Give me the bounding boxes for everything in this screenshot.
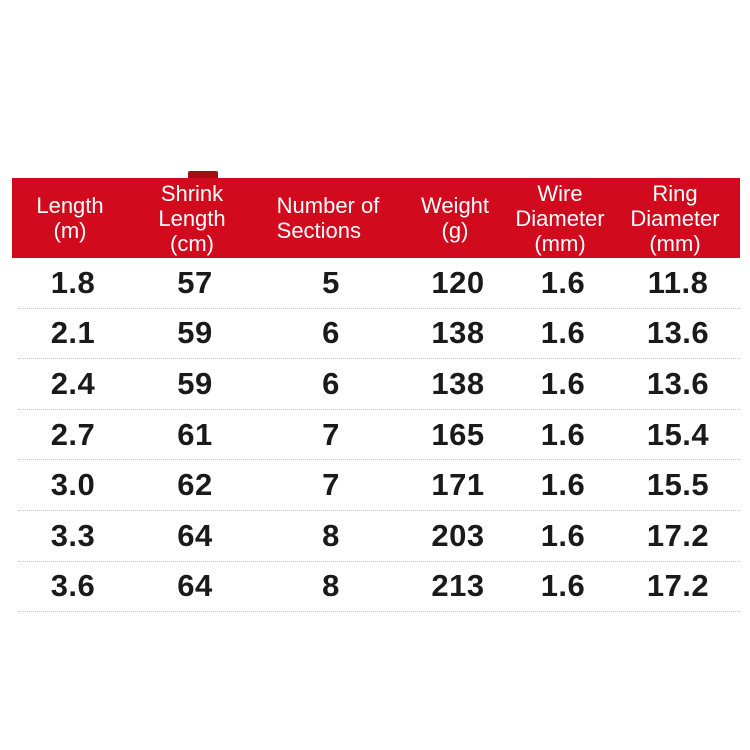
header-line: (mm) [649, 230, 701, 256]
table-cell-length-m: 2.1 [50, 315, 96, 351]
table-row: 2.1 59 6 138 1.6 13.6 [18, 309, 740, 360]
table-cell-ring-diameter-mm: 13.6 [646, 315, 710, 351]
column-header-text: Number of Sections [277, 193, 380, 243]
column-header-text: Length (m) [36, 193, 103, 243]
header-line: Weight [420, 193, 490, 218]
table-cell-length-m: 1.8 [50, 264, 96, 300]
table-cell-number-of-sections: 6 [322, 365, 340, 401]
table-row: 2.7 61 7 165 1.6 15.4 [18, 410, 740, 461]
table-row: 2.4 59 6 138 1.6 13.6 [18, 359, 740, 410]
column-header-number-of-sections: Number of Sections [256, 193, 400, 243]
table-row: 3.0 62 7 171 1.6 15.5 [18, 460, 740, 511]
table-cell-length-m: 2.4 [50, 365, 96, 401]
table-row: 3.3 64 8 203 1.6 17.2 [18, 511, 740, 562]
header-line: Wire [537, 180, 583, 206]
table-row: 3.6 64 8 213 1.6 17.2 [18, 562, 740, 613]
table-cell-shrink-length-cm: 64 [177, 568, 213, 604]
product-spec-table: Length (m) Shrink Length (cm) Number of Sectio… [12, 171, 740, 613]
column-header-length-m: Length (m) [12, 193, 128, 243]
column-header-wire-diameter-mm: Wire Diameter (mm) [510, 181, 610, 256]
table-cell-weight-g: 138 [431, 365, 485, 401]
table-cell-length-m: 3.3 [50, 517, 96, 553]
table-cell-shrink-length-cm: 57 [177, 264, 213, 300]
column-header-text: Ring Diameter (mm) [630, 181, 719, 256]
header-accent-tab [188, 171, 218, 181]
table-cell-ring-diameter-mm: 11.8 [647, 264, 709, 300]
table-cell-number-of-sections: 8 [322, 517, 340, 553]
header-line: Diameter [630, 205, 720, 231]
header-line: Sections [276, 218, 362, 243]
table-cell-number-of-sections: 8 [322, 568, 340, 604]
table-cell-shrink-length-cm: 59 [177, 365, 213, 401]
column-header-shrink-length-cm: Shrink Length (cm) [128, 181, 256, 256]
table-cell-weight-g: 120 [431, 264, 485, 300]
header-line: Number of [276, 193, 380, 218]
table-header-row: Length (m) Shrink Length (cm) Number of Sectio… [12, 178, 740, 258]
table-cell-number-of-sections: 5 [322, 264, 340, 300]
table-cell-number-of-sections: 6 [322, 315, 340, 351]
table-body: 1.8 57 5 120 1.6 11.8 2.1 59 6 138 1.6 13.6 2.4 59 6 13… [12, 258, 740, 613]
column-header-weight-g: Weight (g) [400, 193, 510, 243]
header-line: (mm) [534, 230, 586, 256]
column-header-ring-diameter-mm: Ring Diameter (mm) [610, 181, 740, 256]
table-cell-wire-diameter-mm: 1.6 [540, 467, 586, 503]
table-cell-weight-g: 213 [431, 568, 485, 604]
header-line: Length [36, 193, 104, 218]
header-line: Shrink [160, 180, 224, 206]
column-header-text: Wire Diameter (mm) [515, 181, 604, 256]
table-cell-ring-diameter-mm: 17.2 [646, 517, 710, 553]
table-cell-ring-diameter-mm: 15.4 [646, 416, 710, 452]
table-cell-wire-diameter-mm: 1.6 [540, 365, 586, 401]
table-cell-ring-diameter-mm: 15.5 [646, 467, 710, 503]
header-line: Ring [652, 180, 698, 206]
table-cell-weight-g: 165 [431, 416, 485, 452]
table-cell-wire-diameter-mm: 1.6 [540, 568, 586, 604]
table-cell-weight-g: 138 [431, 315, 485, 351]
table-cell-ring-diameter-mm: 13.6 [646, 365, 710, 401]
header-line: (cm) [170, 230, 214, 256]
column-header-text: Weight (g) [421, 193, 489, 243]
table-cell-wire-diameter-mm: 1.6 [540, 315, 586, 351]
table-cell-wire-diameter-mm: 1.6 [540, 264, 586, 300]
table-cell-wire-diameter-mm: 1.6 [540, 416, 586, 452]
table-row: 1.8 57 5 120 1.6 11.8 [18, 258, 740, 309]
table-cell-shrink-length-cm: 64 [177, 517, 213, 553]
table-cell-length-m: 2.7 [50, 416, 96, 452]
table-cell-shrink-length-cm: 61 [177, 416, 213, 452]
table-cell-shrink-length-cm: 62 [177, 467, 213, 503]
table-cell-shrink-length-cm: 59 [177, 315, 213, 351]
column-header-text: Shrink Length (cm) [158, 181, 225, 256]
header-line: (g) [441, 218, 469, 243]
table-cell-weight-g: 203 [431, 517, 485, 553]
header-line: Length [158, 205, 226, 231]
header-line: (m) [53, 218, 87, 243]
table-cell-ring-diameter-mm: 17.2 [646, 568, 710, 604]
table-cell-wire-diameter-mm: 1.6 [540, 517, 586, 553]
table-cell-length-m: 3.0 [50, 467, 96, 503]
header-line: Diameter [515, 205, 605, 231]
table-cell-length-m: 3.6 [50, 568, 96, 604]
table-cell-number-of-sections: 7 [322, 467, 340, 503]
table-cell-number-of-sections: 7 [322, 416, 340, 452]
table-cell-weight-g: 171 [431, 467, 485, 503]
